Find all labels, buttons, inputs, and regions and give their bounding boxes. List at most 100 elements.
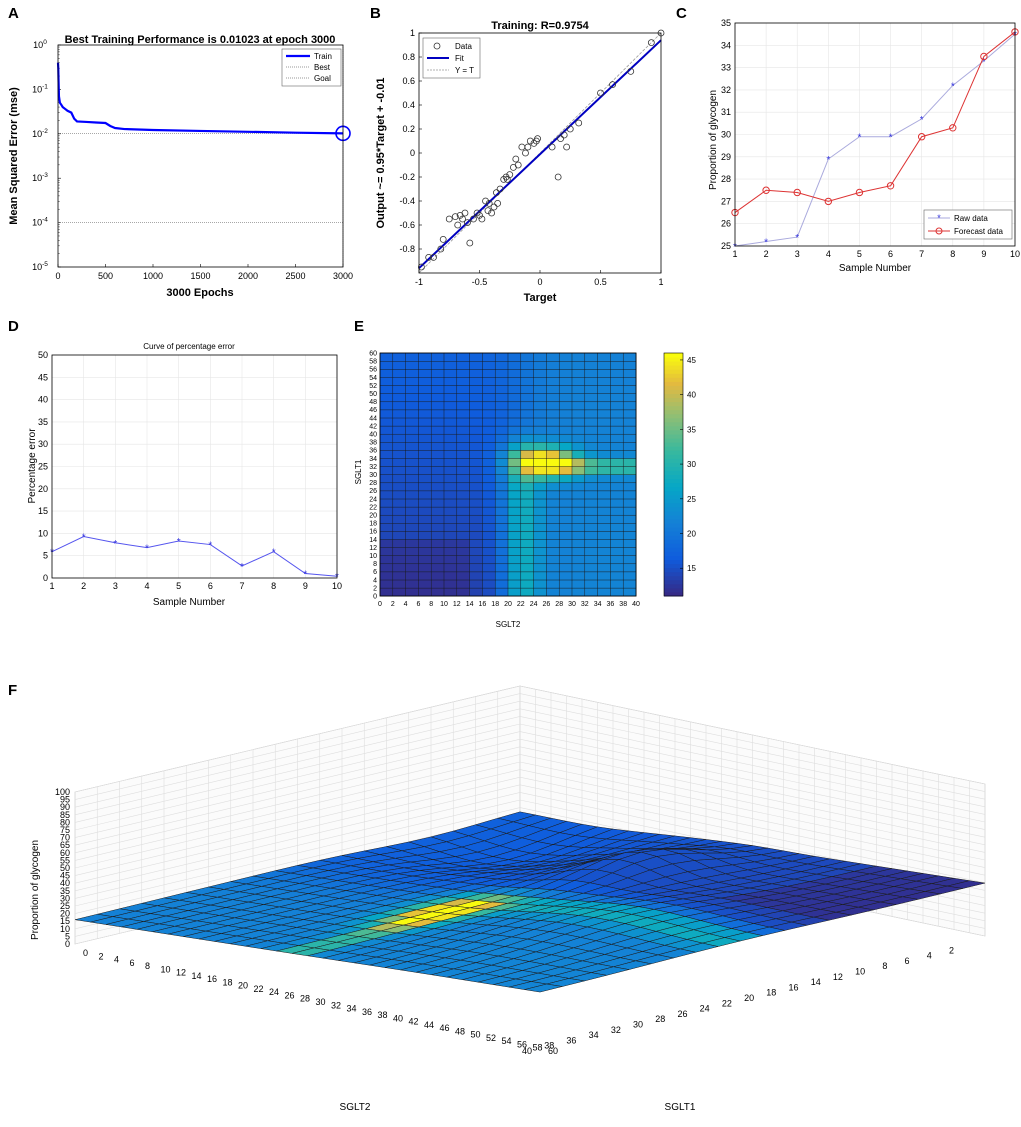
panel-e-cell [443, 522, 458, 532]
panel-e-cell [430, 482, 445, 492]
panel-e-cell [584, 360, 599, 370]
panel-e-cell [622, 514, 637, 524]
panel-e-cell [597, 377, 611, 386]
panel-c-xtick-label: 9 [981, 249, 986, 259]
panel-f-sglt1-tick-label: 40 [393, 1013, 403, 1023]
panel-b-data-point [494, 199, 502, 207]
panel-a-ytick-label: 10-1 [32, 83, 48, 94]
panel-e-cell [494, 579, 509, 589]
panel-c-xtick-label: 1 [732, 249, 737, 259]
panel-f-ztick-label: 25 [60, 901, 70, 911]
panel-e-cell [482, 539, 496, 548]
panel-a-ytick-label: 10-5 [32, 261, 48, 272]
panel-e-cell [494, 417, 509, 427]
panel-e-cell [507, 377, 522, 386]
panel-e-cell [405, 530, 419, 540]
panel-e-colorbar-step [664, 373, 683, 378]
panel-e-cell [597, 555, 611, 565]
panel-e-cell [443, 579, 458, 589]
panel-e-cell [622, 498, 637, 508]
panel-e-cell [379, 547, 394, 556]
panel-e-ytick-label: 22 [369, 504, 377, 511]
panel-e-cell [622, 571, 637, 581]
panel-f-ztick-label: 60 [60, 848, 70, 858]
panel-e-cell [494, 530, 509, 540]
panel-e-cell [610, 441, 624, 451]
panel-d-xtick-label: 1 [49, 581, 54, 591]
panel-a-xtick-label: 1000 [143, 271, 163, 281]
panel-e-cell [430, 433, 445, 443]
panel-b-title: Training: R=0.9754 [491, 20, 589, 32]
panel-e-cell [430, 449, 445, 459]
panel-e-cell [456, 393, 471, 403]
panel-e-colorbar-label: 20 [687, 530, 696, 539]
panel-c-xtick-label: 5 [857, 249, 862, 259]
panel-e-heatmap: SGLT2 SGLT1 0 2 4 6 8 10 12 14 16 18 20 22 24 26 28 30 3… [354, 351, 696, 630]
panel-letter-f: F [8, 682, 17, 699]
panel-e-cell [469, 368, 483, 378]
panel-e-cell [571, 530, 586, 540]
panel-letter-b: B [370, 5, 381, 22]
panel-e-cell [622, 563, 637, 573]
panel-e-cell [597, 393, 611, 403]
panel-e-xtick-label: 36 [607, 601, 615, 608]
panel-c-forecast: Sample Number Proportion of glycogen 1 2 3… [708, 18, 1020, 274]
panel-a-legend-train: Train [314, 52, 332, 61]
panel-f-sglt1-label: SGLT1 [665, 1102, 696, 1113]
panel-c-forecast-point [949, 124, 957, 132]
panel-e-cell [584, 474, 599, 484]
panel-e-cell [507, 482, 522, 492]
panel-f-sglt1-tick-label: 30 [316, 997, 326, 1007]
panel-e-cell [405, 498, 419, 508]
panel-e-cell [392, 409, 407, 419]
panel-e-cell [443, 458, 458, 467]
panel-e-cell [610, 393, 624, 403]
panel-e-cell [379, 368, 394, 378]
panel-e-cell [546, 368, 560, 378]
panel-e-cell [520, 368, 535, 378]
panel-e-cell [610, 530, 624, 540]
panel-e-colorbar-step [664, 502, 683, 508]
panel-e-cell [597, 425, 611, 435]
panel-f-sglt1-tick-label: 6 [130, 958, 135, 968]
panel-e-cell [443, 587, 458, 597]
panel-e-cell [571, 352, 586, 362]
panel-e-cell [533, 490, 547, 500]
panel-a-legend: Train Best Goal [281, 48, 342, 87]
panel-e-colorbar-step [664, 421, 683, 427]
panel-e-cell [469, 352, 483, 362]
panel-f-sglt1-tick-label: 10 [161, 964, 171, 974]
panel-e-cell [597, 385, 611, 394]
panel-e-cell [456, 466, 471, 475]
panel-e-colorbar-label: 30 [687, 460, 696, 469]
panel-f-ztick-label: 70 [60, 833, 70, 843]
panel-b-data-point [518, 143, 526, 151]
panel-c-xtick-label: 10 [1010, 249, 1020, 259]
panel-e-cell [558, 474, 573, 484]
panel-e-cell [533, 563, 547, 573]
panel-e-cell [610, 360, 624, 370]
panel-e-cell [622, 530, 637, 540]
panel-e-cell [533, 506, 547, 516]
panel-e-cell [456, 425, 471, 435]
panel-b-data-point [514, 161, 522, 169]
panel-e-colorbar-step [664, 450, 683, 455]
panel-e-cell [494, 458, 509, 467]
panel-e-cell [494, 425, 509, 435]
panel-e-cell [533, 417, 547, 427]
panel-e-colorbar-step [664, 510, 683, 516]
panel-e-colorbar-step [664, 425, 683, 431]
panel-e-cell [456, 587, 471, 597]
panel-e-cell [443, 377, 458, 386]
panel-e-cell [597, 514, 611, 524]
panel-e-cell [520, 474, 535, 484]
panel-e-colorbar-step [664, 357, 683, 362]
panel-e-cell [418, 482, 432, 492]
panel-e-cell [482, 530, 496, 540]
panel-e-cell [597, 522, 611, 532]
panel-d-xtick-label: 4 [144, 581, 149, 591]
panel-f-sglt2-tick-label: 30 [633, 1020, 643, 1030]
panel-a-xtick-label: 0 [55, 271, 60, 281]
panel-f-surface: 0510152025303540455055606570758085909510… [30, 685, 986, 1113]
panel-e-cell [482, 360, 496, 370]
